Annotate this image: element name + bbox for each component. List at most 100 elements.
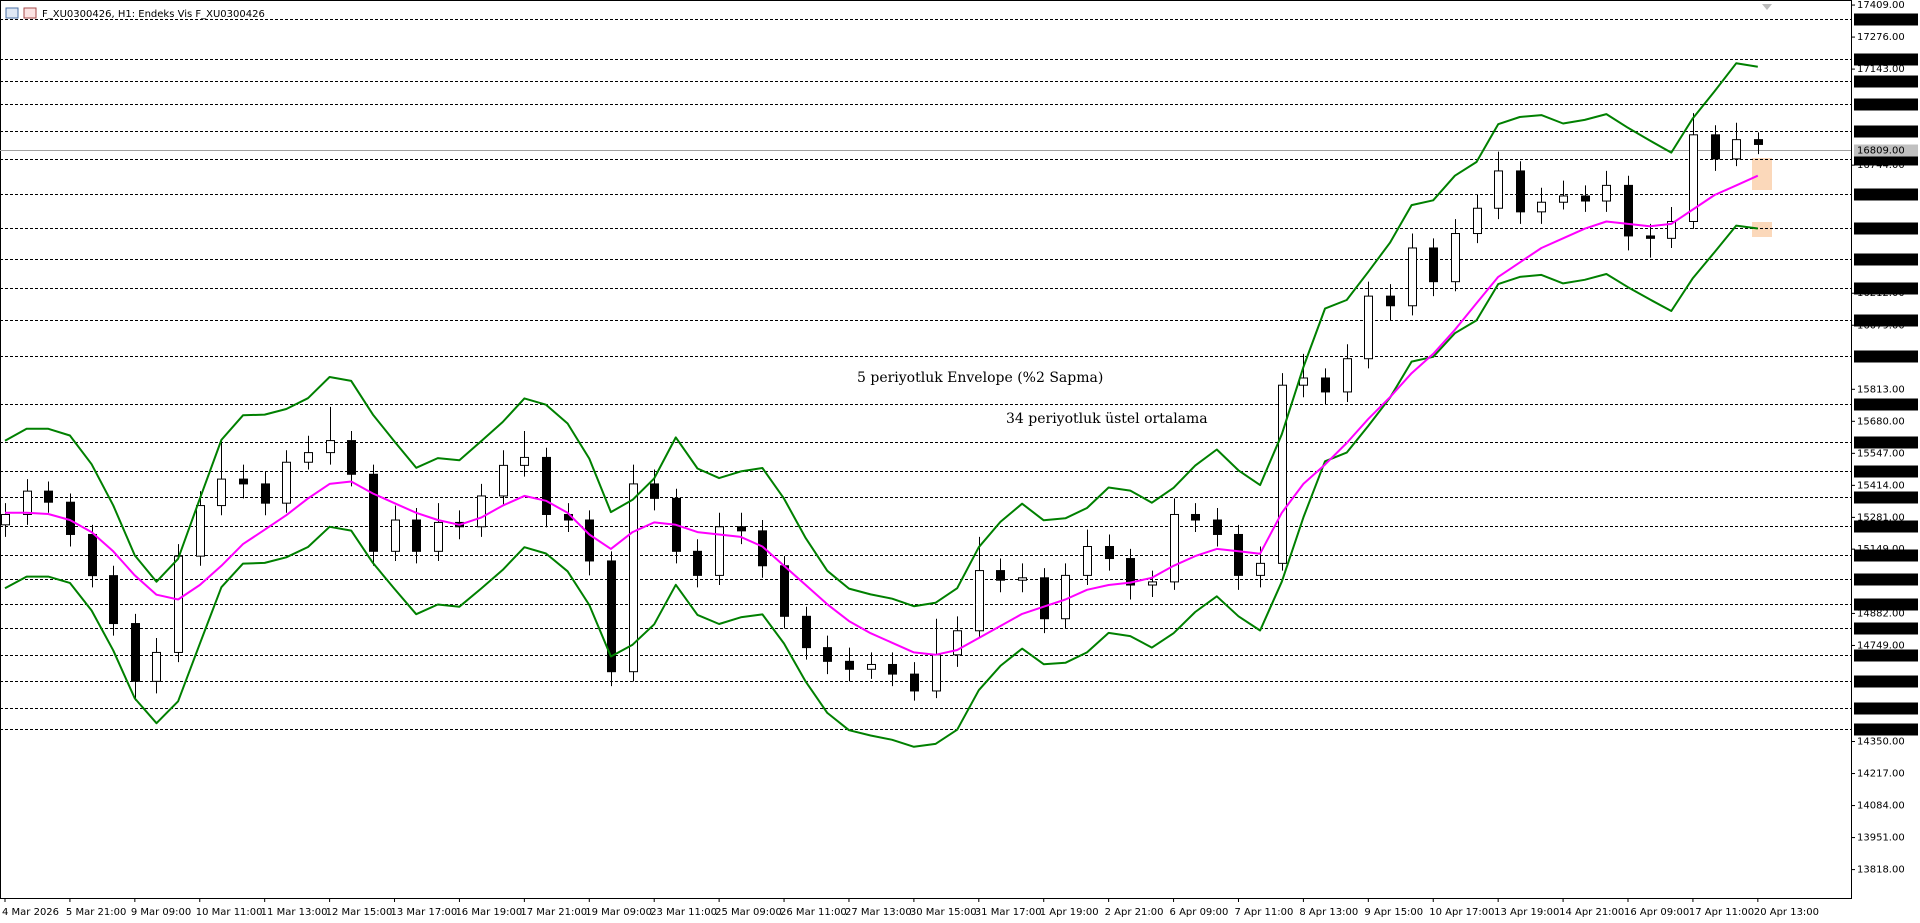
highlight-box bbox=[1752, 222, 1772, 237]
candle-body bbox=[1711, 134, 1720, 160]
x-tick-label: 14 Apr 21:00 bbox=[1559, 907, 1624, 918]
candle-body bbox=[996, 570, 1005, 581]
candle-body bbox=[1559, 195, 1568, 203]
scroll-marker bbox=[1762, 4, 1772, 10]
candle-body bbox=[23, 490, 32, 515]
y-tick-label: 17143.00 bbox=[1857, 64, 1905, 75]
level-label: 16355.00 bbox=[1857, 255, 1905, 266]
x-tick-label: 12 Mar 15:00 bbox=[326, 907, 393, 918]
overlay-line bbox=[5, 174, 1759, 656]
x-tick-label: 16 Mar 19:00 bbox=[455, 907, 522, 918]
candle-body bbox=[1105, 546, 1114, 560]
candle-body bbox=[1386, 295, 1395, 307]
candle-body bbox=[1343, 358, 1352, 393]
level-label: 15025.00 bbox=[1857, 575, 1905, 586]
level-label-box bbox=[1854, 188, 1918, 201]
x-tick-label: 13 Apr 19:00 bbox=[1494, 907, 1559, 918]
x-tick-label: 19 Mar 09:00 bbox=[585, 907, 652, 918]
x-tick-label: 27 Mar 13:00 bbox=[845, 907, 912, 918]
x-tick-label: 4 Mar 2026 bbox=[2, 907, 59, 918]
y-tick-label: 15281.00 bbox=[1857, 512, 1905, 523]
candle-body bbox=[802, 615, 811, 649]
candle-body bbox=[1667, 220, 1676, 239]
highlight bbox=[1752, 158, 1772, 237]
candle-body bbox=[629, 483, 638, 673]
candle-body bbox=[1602, 184, 1611, 202]
candle-body bbox=[131, 623, 140, 682]
x-tick-label: 23 Mar 11:00 bbox=[650, 907, 717, 918]
y-tick-label: 14882.00 bbox=[1857, 608, 1905, 619]
level-label: 15595.00 bbox=[1857, 438, 1905, 449]
candle-body bbox=[88, 533, 97, 577]
candle-body bbox=[282, 461, 291, 504]
level-label: 14920.00 bbox=[1857, 600, 1905, 611]
candle-body bbox=[217, 478, 226, 507]
y-tick-label: 15680.00 bbox=[1857, 416, 1905, 427]
level-label-box bbox=[1854, 649, 1918, 662]
level-label: 16100.00 bbox=[1857, 316, 1905, 327]
candle-body bbox=[499, 464, 508, 497]
candle-body bbox=[1321, 377, 1330, 393]
candle-body bbox=[1646, 235, 1655, 239]
level-label: 17095.00 bbox=[1857, 77, 1905, 88]
x-tick-label: 13 Mar 17:00 bbox=[391, 907, 458, 918]
level-label-box bbox=[1854, 222, 1918, 235]
candle-body bbox=[953, 630, 962, 656]
level-label: 16625.00 bbox=[1857, 190, 1905, 201]
level-label-box bbox=[1854, 465, 1918, 478]
level-label: 15750.00 bbox=[1857, 400, 1905, 411]
highlight-box bbox=[1752, 158, 1772, 190]
level-lines: 17350.00 17185.00 17095.00 17000.00 16885.00… bbox=[0, 13, 1918, 736]
x-tick-label: 17 Mar 21:00 bbox=[520, 907, 587, 918]
candle-body bbox=[888, 663, 897, 675]
overlay-line bbox=[4, 62, 1758, 608]
candle-body bbox=[196, 505, 205, 557]
x-tick-label: 6 Apr 09:00 bbox=[1170, 907, 1229, 918]
y-tick-label: 17409.00 bbox=[1857, 0, 1905, 11]
candle-body bbox=[412, 519, 421, 552]
candle-body bbox=[910, 673, 919, 692]
plot-border bbox=[0, 0, 1852, 899]
level-label: 14820.00 bbox=[1857, 624, 1905, 635]
candle-body bbox=[304, 452, 313, 463]
candle-body bbox=[44, 490, 53, 503]
x-tick-label: 17 Apr 11:00 bbox=[1689, 907, 1754, 918]
candle-body bbox=[434, 521, 443, 552]
level-label: 15125.00 bbox=[1857, 551, 1905, 562]
level-label-box bbox=[1854, 573, 1918, 586]
level-label: 17000.00 bbox=[1857, 100, 1905, 111]
level-label: 15475.00 bbox=[1857, 467, 1905, 478]
candle-body bbox=[152, 651, 161, 682]
level-label-box bbox=[1854, 53, 1918, 66]
toolbar-icons bbox=[5, 7, 37, 19]
x-tick-label: 25 Mar 09:00 bbox=[715, 907, 782, 918]
level-label-box bbox=[1854, 75, 1918, 88]
level-label: 15245.00 bbox=[1857, 522, 1905, 533]
candle-body bbox=[347, 440, 356, 475]
x-tick-label: 10 Mar 11:00 bbox=[196, 907, 263, 918]
x-tick-label: 10 Apr 17:00 bbox=[1429, 907, 1494, 918]
x-tick-label: 8 Apr 13:00 bbox=[1299, 907, 1358, 918]
y-tick-label: 14749.00 bbox=[1857, 640, 1905, 651]
candle-body bbox=[109, 575, 118, 625]
candle-body bbox=[693, 550, 702, 576]
level-label: 14710.00 bbox=[1857, 651, 1905, 662]
annotation: 34 periyotluk üstel ortalama bbox=[1006, 411, 1208, 427]
level-label-box bbox=[1854, 314, 1918, 327]
candle-body bbox=[66, 501, 75, 535]
candle-body bbox=[326, 440, 335, 454]
overlay-line bbox=[4, 224, 1758, 748]
candle-body bbox=[520, 456, 529, 466]
candle-body bbox=[1473, 207, 1482, 235]
candle-body bbox=[1364, 295, 1373, 360]
y-tick-label: 13951.00 bbox=[1857, 833, 1905, 844]
level-label: 16770.00 bbox=[1857, 155, 1905, 166]
candle-body bbox=[932, 654, 941, 692]
icon bbox=[5, 7, 19, 19]
x-tick-label: 16 Apr 09:00 bbox=[1624, 907, 1689, 918]
y-tick-label: 15813.00 bbox=[1857, 384, 1905, 395]
level-label-box bbox=[1854, 350, 1918, 363]
level-label-box bbox=[1854, 98, 1918, 111]
